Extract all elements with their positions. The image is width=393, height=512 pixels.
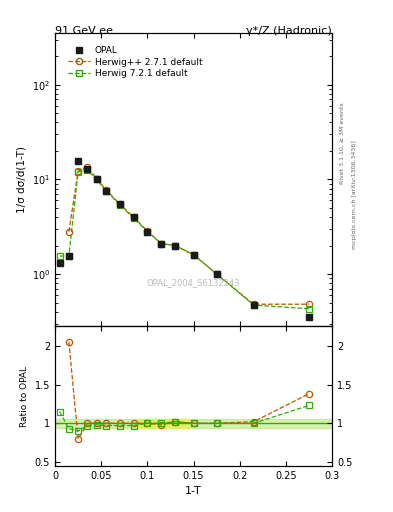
- Text: OPAL_2004_S6132243: OPAL_2004_S6132243: [147, 278, 240, 287]
- Text: γ*/Z (Hadronic): γ*/Z (Hadronic): [246, 26, 332, 36]
- Bar: [138, 419, 189, 428]
- Text: mcplots.cern.ch [arXiv:1306.3436]: mcplots.cern.ch [arXiv:1306.3436]: [352, 140, 357, 249]
- Bar: [55, 419, 332, 428]
- Y-axis label: 1/σ dσ/d(1-T): 1/σ dσ/d(1-T): [16, 146, 26, 214]
- Text: Rivet 3.1.10, ≥ 3M events: Rivet 3.1.10, ≥ 3M events: [340, 102, 345, 184]
- Text: 91 GeV ee: 91 GeV ee: [55, 26, 113, 36]
- Y-axis label: Ratio to OPAL: Ratio to OPAL: [20, 366, 29, 426]
- X-axis label: 1-T: 1-T: [185, 486, 202, 496]
- Legend: OPAL, Herwig++ 2.7.1 default, Herwig 7.2.1 default: OPAL, Herwig++ 2.7.1 default, Herwig 7.2…: [65, 44, 205, 80]
